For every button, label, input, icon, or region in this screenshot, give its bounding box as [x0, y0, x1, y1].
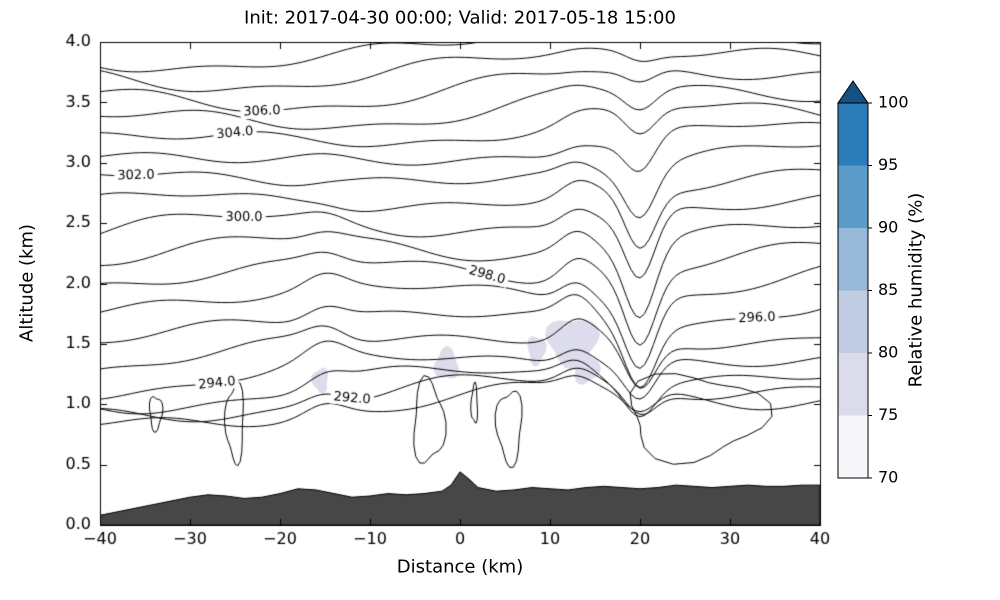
colorbar-extend-arrow [837, 80, 869, 104]
colorbar-segment [838, 290, 868, 353]
colorbar-tick-label: 70 [878, 468, 898, 487]
colorbar-segment [838, 165, 868, 228]
colorbar-segment [838, 228, 868, 291]
colorbar-tick-label: 90 [878, 218, 898, 237]
colorbar-label: Relative humidity (%) [905, 192, 927, 388]
colorbar-tick-label: 100 [878, 93, 909, 112]
colorbar-segment [838, 353, 868, 416]
colorbar-svg: 70 75 80 85 90 95 100 [837, 80, 909, 487]
colorbar-tick-label: 75 [878, 405, 898, 424]
colorbar-segment [838, 103, 868, 166]
colorbar-tick-label: 85 [878, 280, 898, 299]
chart-title: Init: 2017-04-30 00:00; Valid: 2017-05-1… [244, 7, 676, 29]
colorbar-tick-label: 95 [878, 155, 898, 174]
colorbar-segment [838, 415, 868, 478]
colorbar-tick-label: 80 [878, 343, 898, 362]
x-axis-label: Distance (km) [396, 556, 524, 578]
y-axis-label: Altitude (km) [16, 223, 38, 343]
colorbar: 70 75 80 85 90 95 100 [834, 78, 934, 518]
